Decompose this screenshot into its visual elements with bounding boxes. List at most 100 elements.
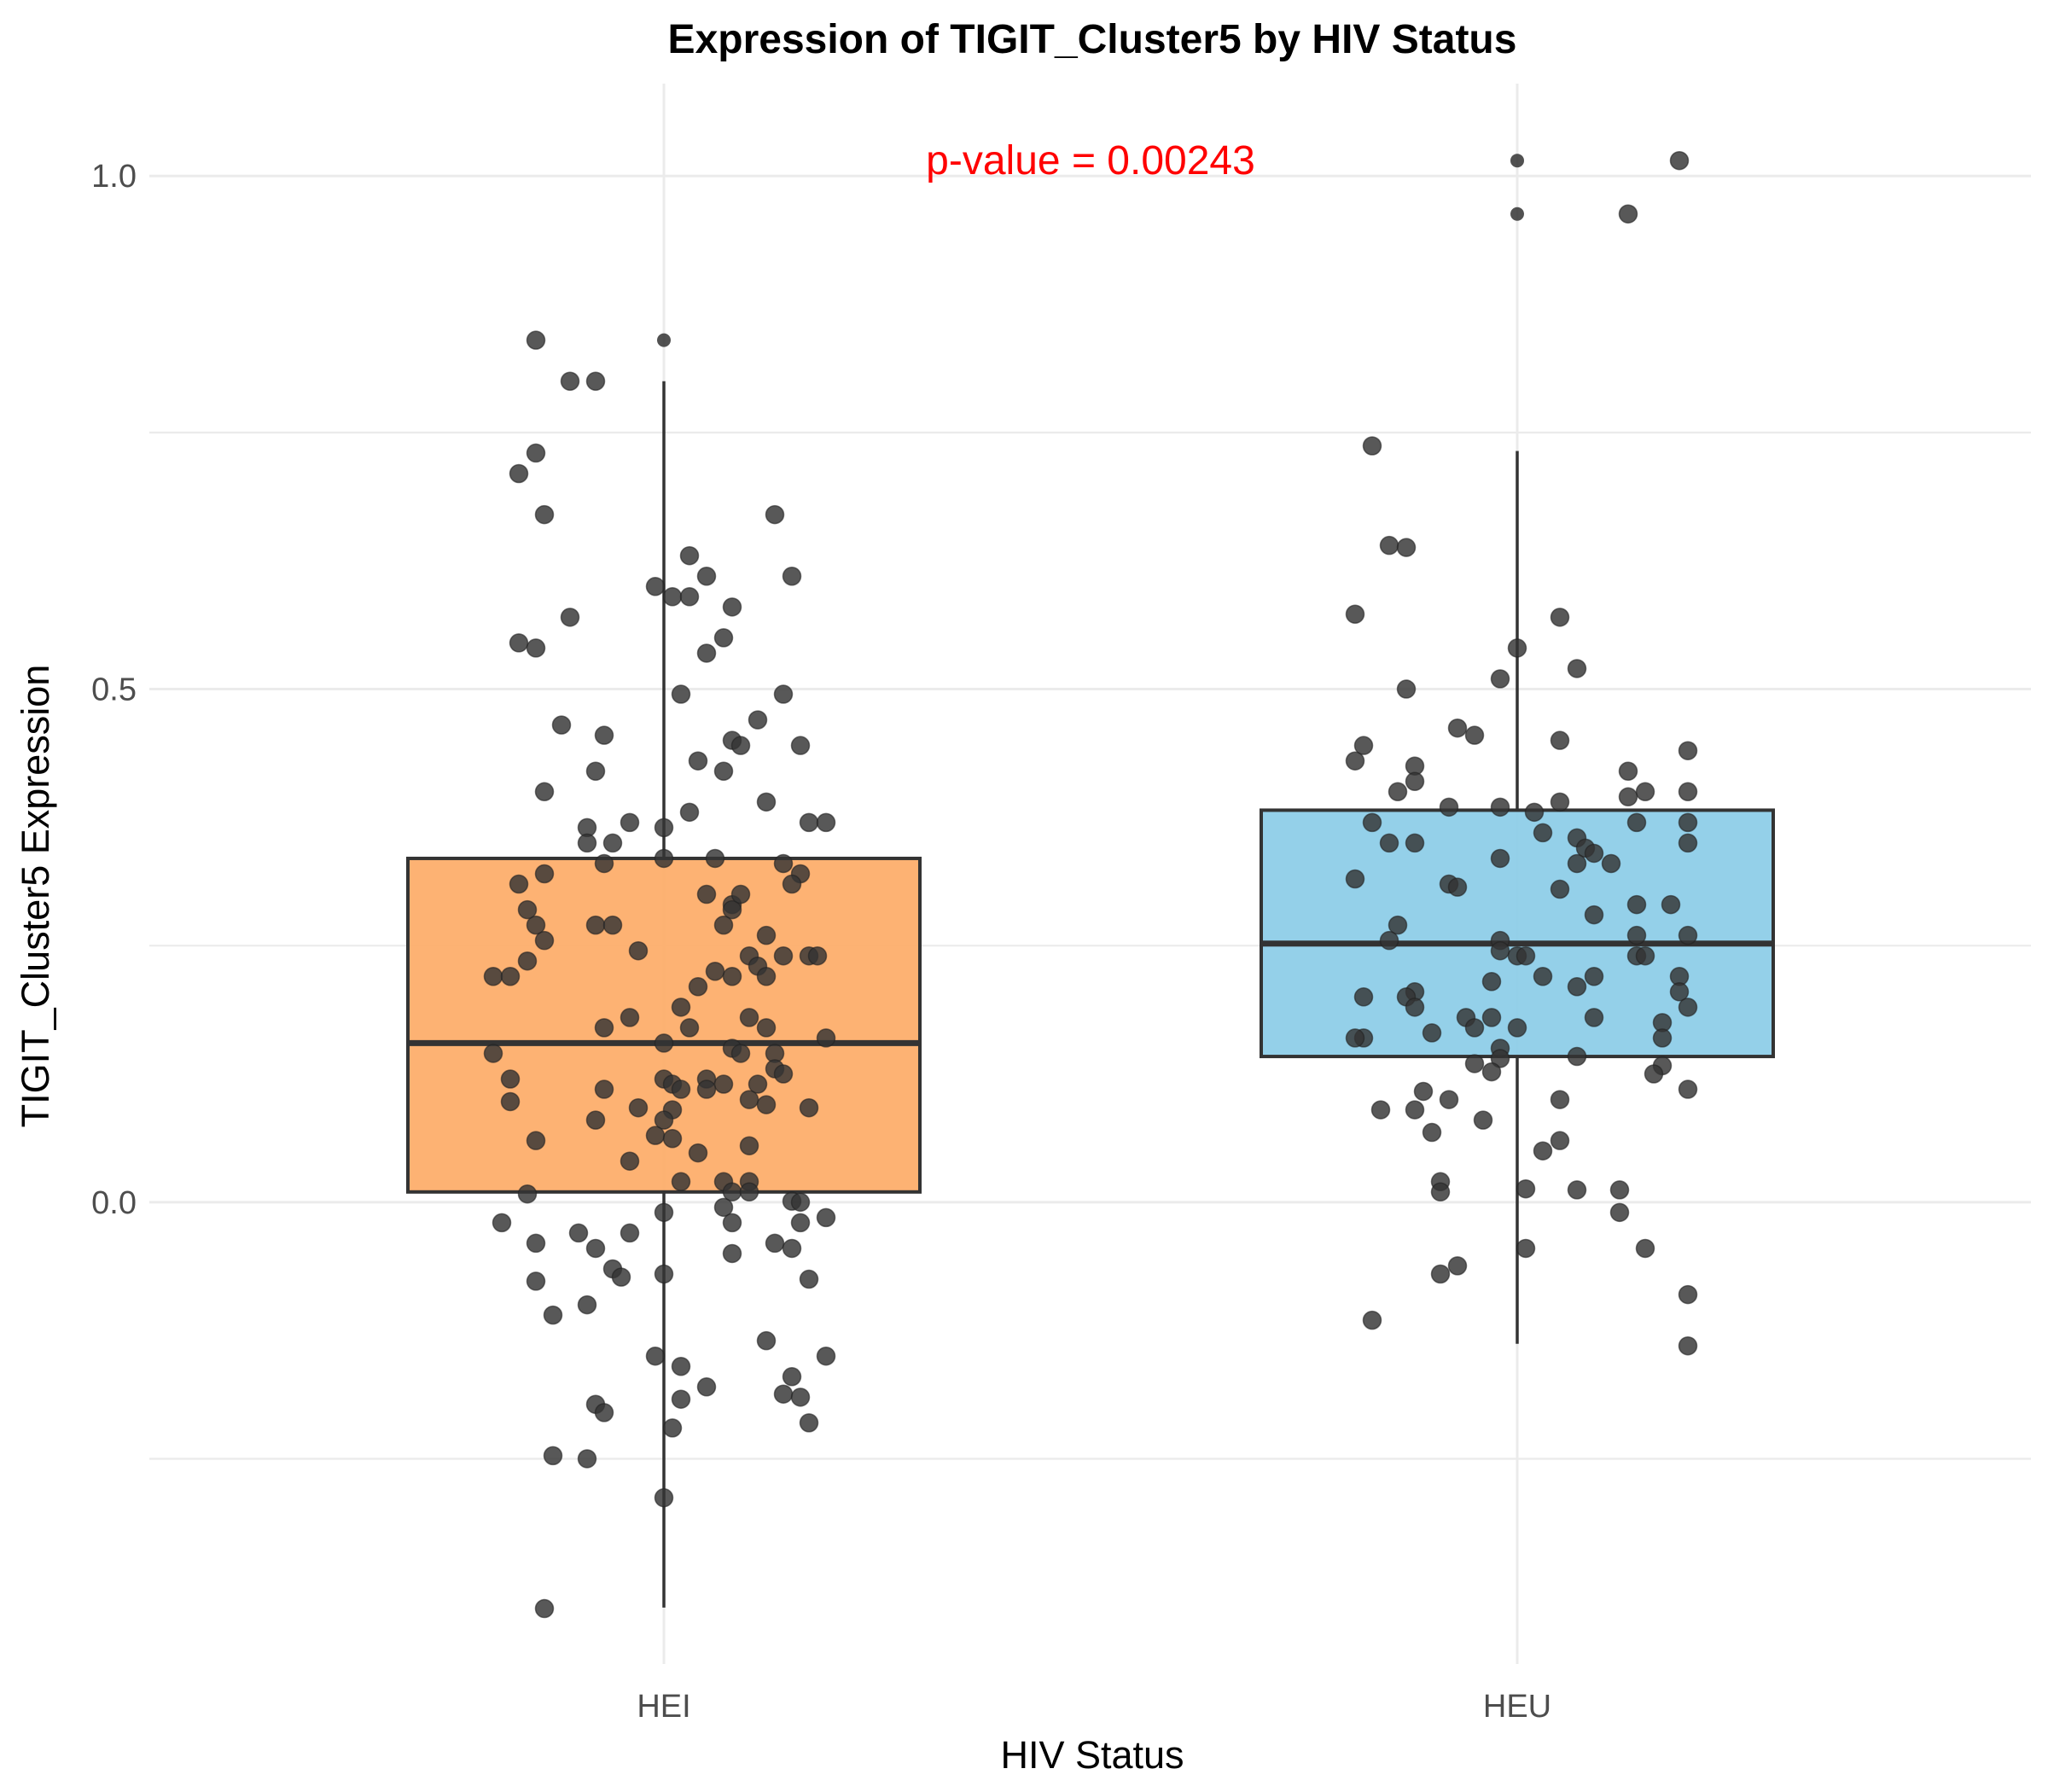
data-point	[654, 1033, 674, 1053]
data-point	[739, 1136, 759, 1155]
data-point	[765, 504, 785, 525]
data-point	[1481, 972, 1502, 992]
data-point	[1618, 204, 1638, 224]
data-point	[1481, 1008, 1502, 1027]
data-point	[1405, 833, 1425, 853]
data-point	[585, 1110, 606, 1130]
data-point	[705, 961, 725, 981]
data-point	[526, 443, 546, 463]
data-point	[620, 812, 640, 833]
y-axis-ticks: 0.0 0.5 1.0	[91, 159, 137, 1221]
data-point	[1567, 977, 1587, 997]
data-point	[696, 643, 717, 663]
chart-title: Expression of TIGIT_Cluster5 by HIV Stat…	[668, 17, 1517, 62]
data-point	[696, 1079, 717, 1099]
data-point	[1405, 998, 1425, 1017]
data-point	[628, 940, 649, 961]
data-point	[1507, 1018, 1527, 1038]
data-point	[1430, 1182, 1451, 1202]
p-value-annotation: p-value = 0.00243	[926, 138, 1255, 183]
data-point	[1507, 638, 1527, 658]
data-point	[517, 951, 538, 971]
data-point	[1678, 1079, 1698, 1099]
data-point	[500, 1069, 521, 1089]
data-point	[679, 802, 700, 823]
data-point	[756, 967, 777, 986]
data-point	[645, 577, 666, 596]
x-axis-ticks: HEI HEU	[637, 1689, 1551, 1725]
data-point	[1626, 812, 1647, 833]
data-point	[790, 1388, 811, 1407]
data-point	[688, 977, 708, 997]
data-point	[722, 899, 742, 920]
data-point	[696, 884, 717, 905]
boxplot-layer	[406, 381, 1775, 1608]
data-point	[722, 1243, 742, 1264]
x-tick-label: HEI	[637, 1689, 690, 1725]
data-point	[594, 1079, 614, 1099]
data-point	[509, 633, 529, 653]
data-point	[696, 1377, 717, 1397]
data-point	[1516, 1178, 1536, 1199]
data-point	[773, 684, 794, 704]
data-point	[1678, 925, 1698, 945]
x-tick-label: HEU	[1483, 1689, 1551, 1725]
data-point	[748, 710, 768, 730]
data-point	[526, 1131, 546, 1150]
data-point	[722, 1213, 742, 1233]
data-point	[722, 967, 742, 986]
data-point	[730, 1044, 751, 1063]
data-point	[1379, 535, 1399, 556]
data-point	[782, 566, 802, 586]
data-point	[816, 1346, 836, 1366]
data-point	[1609, 1180, 1630, 1200]
data-point	[1533, 1141, 1553, 1161]
data-point	[1567, 853, 1587, 874]
data-point	[645, 1126, 666, 1145]
data-point	[1362, 436, 1382, 456]
data-point	[705, 848, 725, 869]
data-point	[620, 1008, 640, 1027]
data-point	[568, 1223, 589, 1243]
data-point	[748, 1074, 768, 1094]
data-point	[1464, 725, 1485, 745]
data-point	[1490, 797, 1510, 817]
data-point	[602, 833, 623, 853]
data-point	[1609, 1202, 1630, 1223]
data-point	[1516, 1238, 1536, 1259]
data-point	[620, 1223, 640, 1243]
data-point	[1362, 1310, 1382, 1330]
data-point	[1550, 879, 1570, 899]
data-point	[713, 915, 734, 935]
data-point	[1370, 1100, 1391, 1120]
data-point	[1550, 792, 1570, 812]
data-point	[688, 751, 708, 771]
outlier-point	[1510, 207, 1524, 221]
data-point	[1678, 833, 1698, 853]
data-point	[517, 1184, 538, 1204]
data-point	[1345, 604, 1365, 624]
data-point	[1464, 1054, 1485, 1073]
data-point	[1353, 736, 1374, 755]
data-point	[713, 761, 734, 781]
data-point	[688, 1143, 708, 1163]
data-point	[1601, 853, 1621, 874]
data-point	[816, 1028, 836, 1048]
data-point	[500, 1091, 521, 1112]
y-axis-title: TIGIT_Cluster5 Expression	[14, 665, 57, 1128]
data-point	[577, 1295, 597, 1315]
data-point	[654, 1110, 674, 1130]
data-point	[722, 597, 742, 617]
data-point	[662, 1418, 683, 1438]
data-point	[526, 638, 546, 658]
data-point	[756, 792, 777, 812]
data-point	[782, 1367, 802, 1387]
data-point	[671, 684, 691, 704]
data-point	[1626, 925, 1647, 945]
data-point	[679, 1018, 700, 1038]
data-point	[585, 915, 606, 935]
data-point	[782, 1238, 802, 1259]
data-point	[782, 874, 802, 894]
data-point	[1661, 894, 1681, 915]
